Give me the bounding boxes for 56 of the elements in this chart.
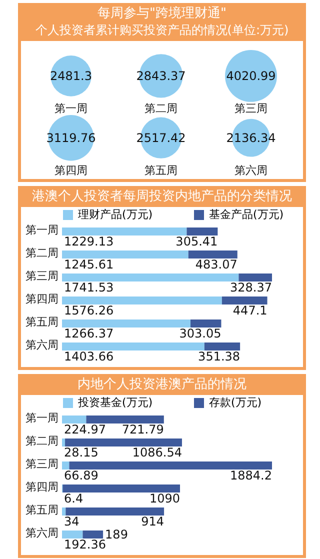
y-tick-label: 第四周	[26, 292, 58, 306]
legend-label: 投资基金(万元)	[77, 396, 153, 409]
data-label: 34	[64, 514, 80, 528]
text: 个人投资者累计购买投资产品的情况(单位:万元)	[34, 22, 290, 39]
data-label: 1884.2	[230, 468, 272, 482]
category-label: 第二周	[144, 102, 178, 115]
legend-label: 基金产品(万元)	[209, 208, 284, 221]
legend-label: 存款(万元)	[209, 396, 262, 409]
data-label: 192.36	[64, 538, 106, 552]
y-tick-label: 第六周	[26, 338, 58, 352]
category-label: 第六周	[234, 164, 268, 177]
data-label: 189	[105, 528, 128, 542]
category-label: 第四周	[54, 164, 88, 177]
text: 每周参与"跨境理财通"	[96, 5, 228, 22]
data-label: 1245.61	[64, 258, 114, 272]
category-label: 第五周	[144, 164, 178, 177]
data-label: 66.89	[64, 468, 98, 482]
y-tick-label: 第一周	[26, 224, 58, 236]
chart-title: 港澳个人投资者每周投资内地产品的分类情况	[23, 188, 301, 205]
data-label: 224.97	[64, 422, 106, 436]
y-tick-label: 第三周	[26, 270, 58, 282]
data-label: 914	[141, 514, 164, 528]
category-label: 第三周	[234, 102, 268, 115]
data-label: 2843.37	[136, 68, 186, 83]
y-tick-label: 第二周	[26, 246, 58, 260]
category-label: 第一周	[54, 102, 88, 115]
data-label: 303.05	[179, 326, 222, 340]
y-tick-label: 第五周	[26, 504, 58, 516]
data-label: 4020.99	[226, 68, 276, 83]
data-label: 305.41	[176, 234, 218, 248]
data-label: 351.38	[198, 350, 240, 364]
data-label: 1403.66	[64, 350, 114, 364]
data-label: 1576.26	[64, 304, 114, 318]
chart-title: 内地个人投资港澳产品的情况	[23, 376, 301, 393]
y-tick-label: 第三周	[26, 458, 58, 470]
data-label: 1090	[149, 492, 180, 506]
data-label: 1086.54	[132, 446, 182, 460]
y-tick-label: 第一周	[26, 412, 58, 424]
data-label: 483.07	[195, 258, 238, 272]
data-label: 1229.13	[64, 234, 114, 248]
y-tick-label: 第二周	[26, 434, 58, 448]
y-tick-label: 第六周	[26, 526, 58, 540]
data-label: 2517.42	[136, 130, 186, 145]
y-tick-label: 第五周	[26, 316, 58, 328]
data-label: 328.37	[230, 280, 272, 294]
y-tick-label: 第四周	[26, 480, 58, 494]
data-label: 721.79	[122, 422, 164, 436]
data-label: 447.1	[232, 304, 268, 318]
data-label: 2481.3	[50, 68, 92, 83]
data-label: 28.15	[64, 446, 98, 460]
data-label: 1266.37	[64, 326, 114, 340]
data-label: 3119.76	[46, 130, 96, 145]
data-label: 6.4	[64, 492, 84, 506]
data-label: 2136.34	[226, 130, 276, 145]
data-label: 1741.53	[64, 280, 114, 294]
legend-label: 理财产品(万元)	[78, 208, 153, 221]
